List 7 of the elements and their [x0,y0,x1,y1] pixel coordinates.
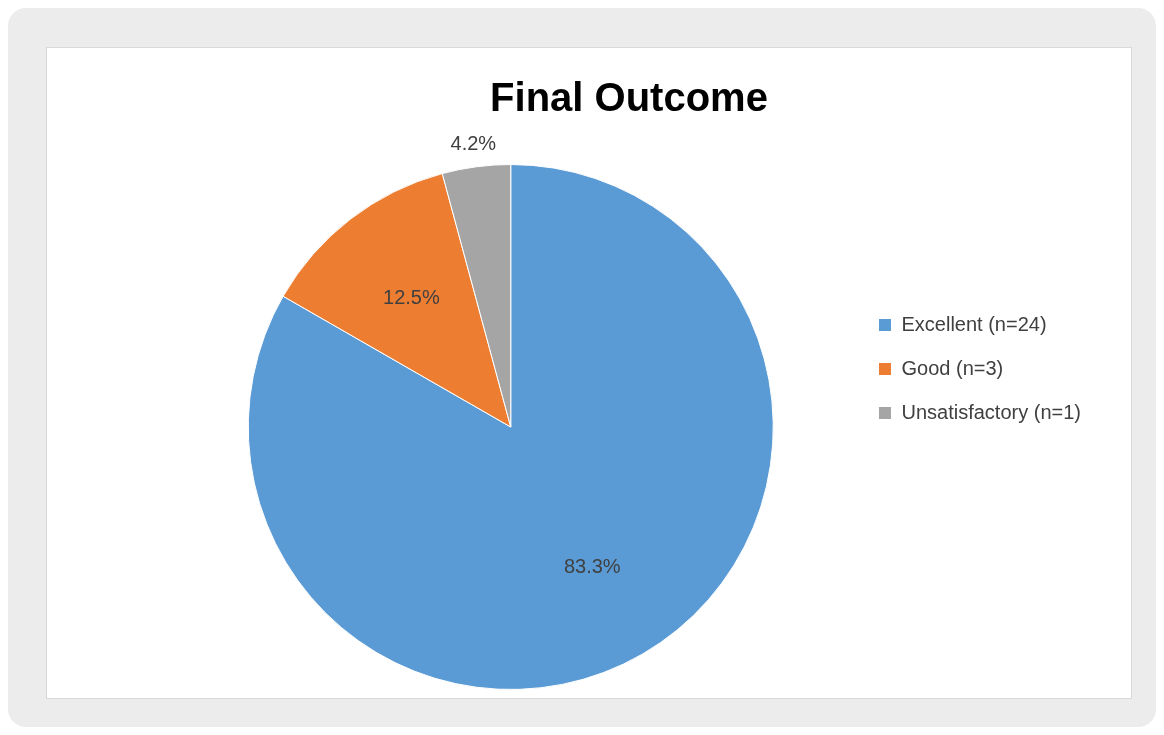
legend-label: Unsatisfactory (n=1) [901,400,1081,423]
legend-label: Excellent (n=24) [901,312,1047,335]
data-label: 4.2% [450,132,497,155]
chart-title: Final Outcome [490,75,768,120]
data-label: 83.3% [563,555,621,578]
legend-label: Good (n=3) [901,356,1004,379]
data-label: 12.5% [383,285,440,308]
